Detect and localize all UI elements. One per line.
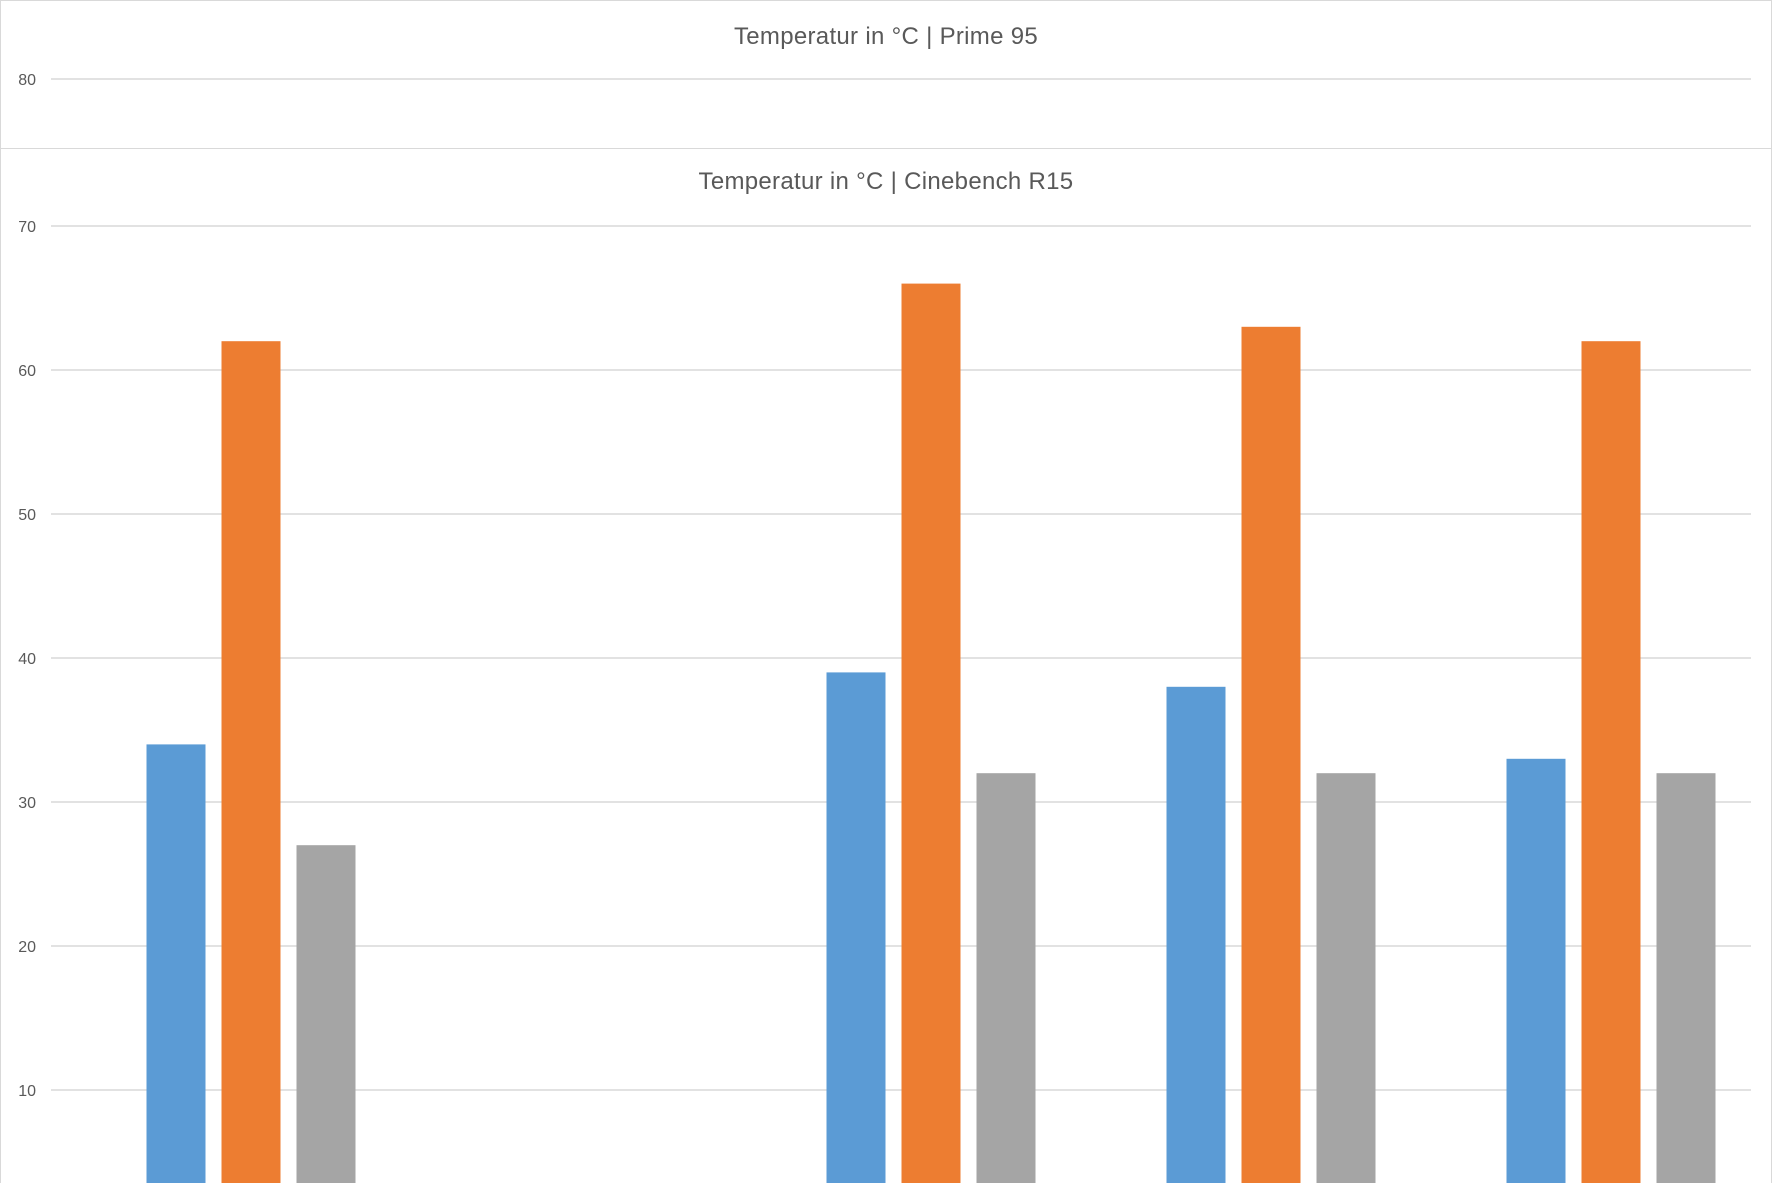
y-tick-label: 70 — [18, 219, 36, 236]
y-tick-label: 80 — [18, 72, 36, 89]
cinebench-chart: Temperatur in °C | Cinebench R15 10 20 30 4… — [0, 148, 1772, 1183]
y-tick-label: 10 — [18, 1083, 36, 1100]
bar — [146, 744, 206, 1183]
chart-title: Temperatur in °C | Cinebench R15 — [698, 168, 1074, 195]
chart-title: Temperatur in °C | Prime 95 — [733, 23, 1039, 50]
bar — [901, 283, 961, 1183]
y-tick-label: 40 — [18, 651, 36, 668]
bar — [1241, 326, 1301, 1183]
prime95-chart: Temperatur in °C | Prime 95 80 — [0, 0, 1772, 149]
cinebench-plot-area: 10 20 30 40 50 60 70 — [18, 219, 1751, 1183]
bar — [296, 845, 356, 1183]
y-tick-label: 20 — [18, 939, 36, 956]
prime95-plot-area: 80 — [18, 72, 1751, 89]
bar — [1506, 758, 1566, 1183]
bar — [221, 341, 281, 1183]
bar — [1316, 773, 1376, 1183]
bar — [1166, 686, 1226, 1183]
bar — [976, 773, 1036, 1183]
bar — [1581, 341, 1641, 1183]
bar — [1656, 773, 1716, 1183]
bar — [826, 672, 886, 1183]
y-tick-label: 60 — [18, 363, 36, 380]
y-tick-label: 50 — [18, 507, 36, 524]
y-tick-label: 30 — [18, 795, 36, 812]
